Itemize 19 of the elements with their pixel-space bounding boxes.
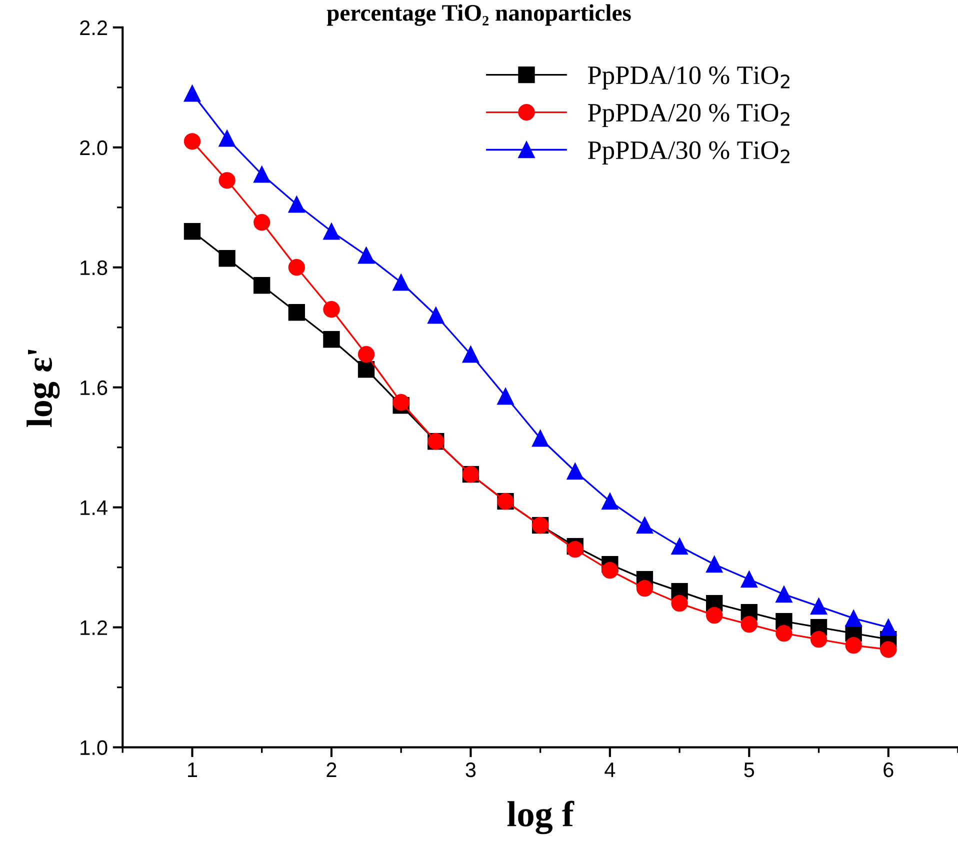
y-tick-label: 1.2 [80, 620, 107, 635]
x-tick-label: 2 [326, 762, 336, 777]
y-tick-label: 1.8 [80, 260, 108, 276]
x-tick-label: 3 [466, 762, 476, 778]
legend-label: PpPDA/30 % TiO$_{2}$ [588, 141, 790, 164]
x-tick-label: 1 [188, 762, 198, 777]
chart-title: percentage TiO₂ nanoparticles [326, 4, 631, 26]
y-tick-label: 1.0 [80, 740, 108, 756]
x-axis-title: log f [507, 800, 574, 834]
y-tick-label: 2.0 [80, 140, 108, 156]
x-tick-label: 6 [884, 762, 894, 778]
y-axis-title: log ε' [26, 350, 60, 427]
x-tick-label: 4 [604, 762, 616, 777]
legend-label: PpPDA/20 % TiO$_{2}$ [588, 104, 790, 128]
y-tick-label: 1.6 [80, 380, 108, 396]
y-tick-label: 1.4 [80, 500, 108, 515]
x-tick-label: 5 [744, 762, 754, 778]
y-tick-label: 2.2 [80, 20, 107, 35]
legend-label: PpPDA/10 % TiO$_{2}$ [588, 66, 790, 90]
